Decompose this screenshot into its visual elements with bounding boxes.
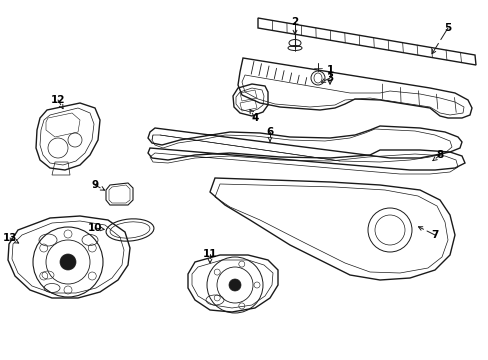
Text: 4: 4 [251, 113, 258, 123]
Text: 3: 3 [325, 73, 333, 83]
Text: 9: 9 [91, 180, 99, 190]
Circle shape [60, 254, 76, 270]
Circle shape [228, 279, 241, 291]
Text: 8: 8 [435, 150, 443, 160]
Text: 11: 11 [203, 249, 217, 259]
Text: 5: 5 [444, 23, 451, 33]
Text: 7: 7 [430, 230, 438, 240]
Text: 2: 2 [291, 17, 298, 27]
Text: 6: 6 [266, 127, 273, 137]
Text: 10: 10 [87, 223, 102, 233]
Text: 12: 12 [51, 95, 65, 105]
Text: 13: 13 [3, 233, 17, 243]
Text: 1: 1 [325, 65, 333, 75]
